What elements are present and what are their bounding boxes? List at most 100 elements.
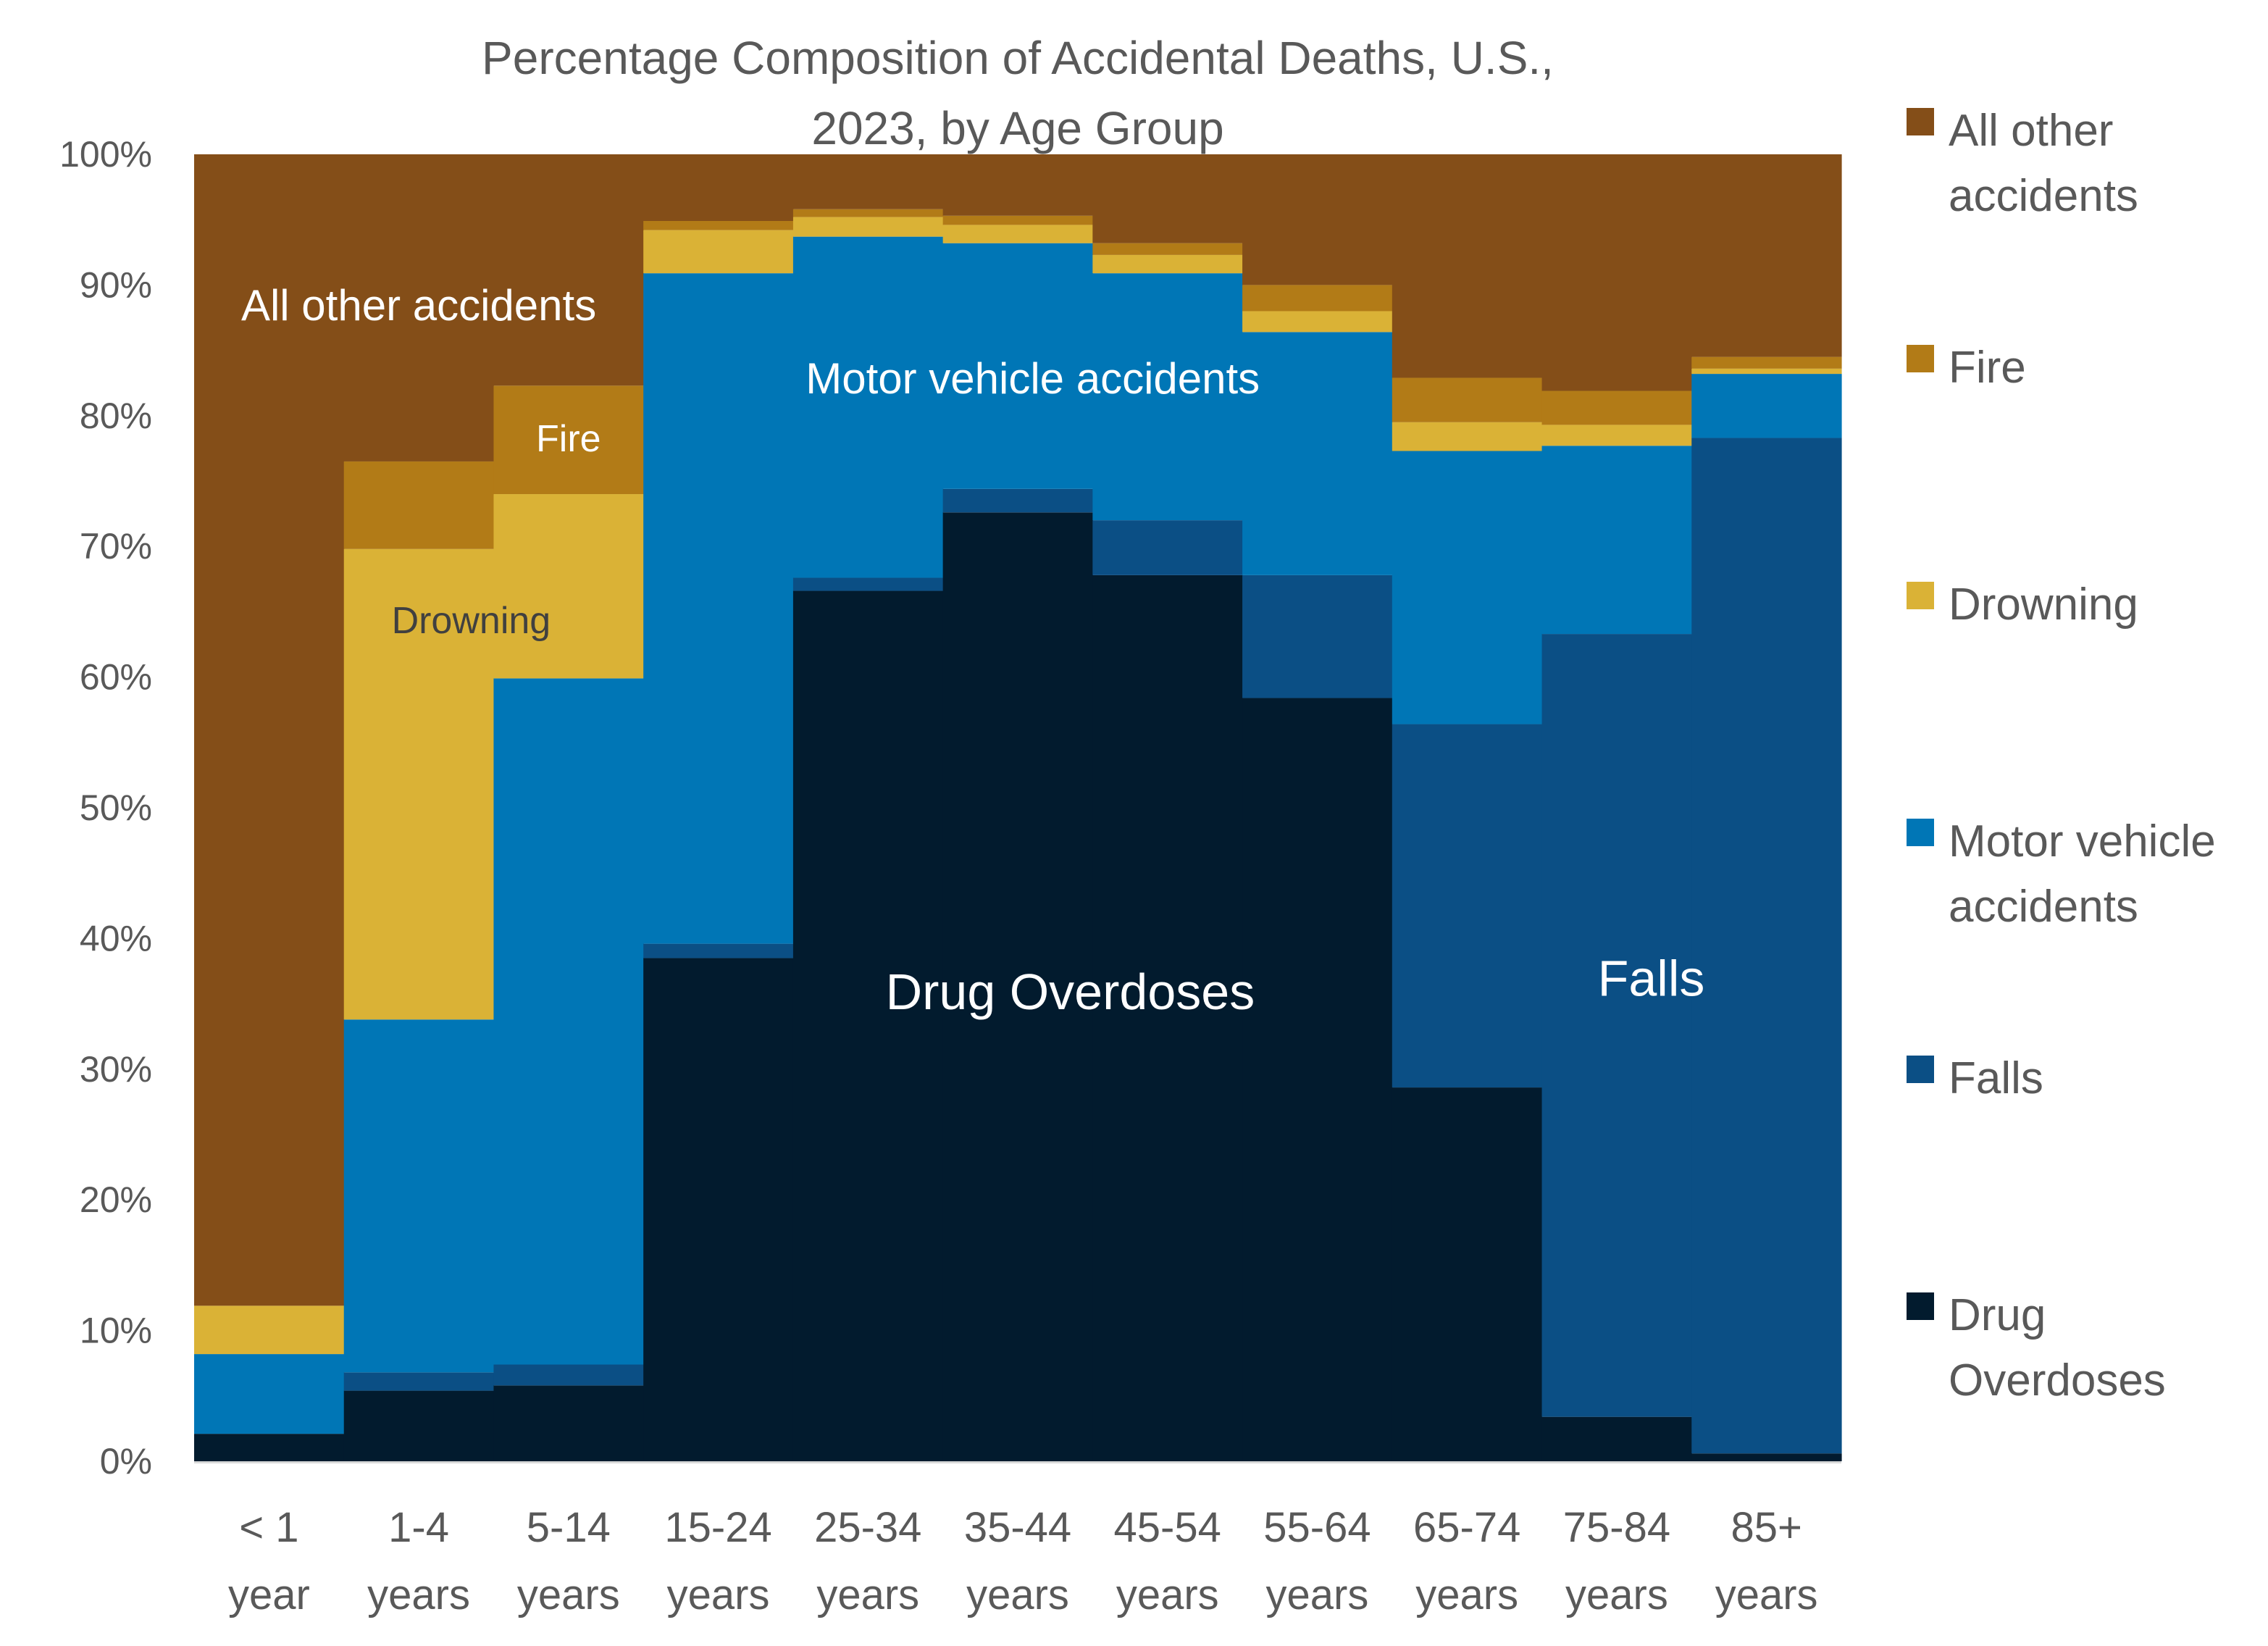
bar-segment-fire-35-44-years [942,215,1093,225]
bar-segment-falls-1-4-years [343,1372,495,1391]
y-tick-label: 80% [80,396,152,436]
x-tick-label: 35-44 [964,1504,1071,1551]
bar-segment-falls-5-14-years [493,1364,644,1386]
y-tick-label: 10% [80,1311,152,1351]
bar-segment-motor-vehicle-accidents-5-14-years [493,678,644,1365]
legend-label: accidents [1949,882,2138,932]
bar-segment-falls-35-44-years [942,488,1093,513]
y-tick-label: 30% [80,1049,152,1090]
bar-segment-all-other-accidents-35-44-years [942,154,1093,216]
legend-swatch [1907,1292,1934,1320]
legend: All other accidents Fire Drowning Motor vehi… [1907,106,2216,1405]
bar-segment-all-other-accidents-85-years [1691,154,1842,357]
bar-segment-drug-overdoses-75-84-years [1541,1416,1692,1461]
bar-segment-all-other-accidents-55-64-years [1242,154,1393,285]
chart-title-line: Percentage Composition of Accidental Dea… [482,32,1554,84]
legend-item-drug-overdoses: Drug Overdoses [1907,1290,2166,1405]
chart-title: Percentage Composition of Accidental Dea… [482,32,1554,154]
bar-segment-fire-5-14-years [493,385,644,495]
bar-segment-drowning-25-34-years [792,217,944,237]
bar-segment-falls-55-64-years [1242,575,1393,698]
bar-segment-all-other-accidents-65-74-years [1392,154,1543,378]
bar-segment-motor-vehicle-accidents-1-4-years [343,1019,495,1373]
x-tick-label: 5-14 [527,1504,611,1551]
x-tick-label: years [667,1571,770,1618]
bar-segment-fire-15-24-years [643,221,794,230]
x-tick-label: 25-34 [814,1504,921,1551]
bar-segment-drug-overdoses-1-year [194,1434,345,1461]
x-tick-label: 1-4 [388,1504,449,1551]
bar-segment-drug-overdoses-55-64-years [1242,698,1393,1462]
bar-segment-all-other-accidents-5-14-years [493,154,644,386]
bar-segment-falls-45-54-years [1092,520,1243,575]
annotations: All other accidents Fire Drowning Motor veh… [241,281,1704,1020]
bar-segment-motor-vehicle-accidents-65-74-years [1392,451,1543,724]
legend-swatch [1907,345,1934,372]
bar-segment-drowning-5-14-years [493,494,644,679]
legend-label: accidents [1949,171,2138,221]
y-tick-label: 20% [80,1179,152,1220]
legend-label: Drowning [1949,580,2138,630]
x-tick-label: year [228,1571,310,1618]
bar-segment-drowning-85-years [1691,368,1842,375]
bar-segment-all-other-accidents-25-34-years [792,154,944,209]
legend-item-all-other-accidents: All other accidents [1907,106,2138,221]
legend-label: Falls [1949,1053,2043,1103]
legend-swatch [1907,1056,1934,1083]
legend-item-drowning: Drowning [1907,580,2138,630]
annotation-all-other-accidents: All other accidents [241,281,596,330]
chart-title-line: 2023, by Age Group [811,102,1223,154]
legend-label: Motor vehicle [1949,816,2216,866]
bar-segment-motor-vehicle-accidents-35-44-years [942,243,1093,489]
y-tick-label: 100% [59,134,152,175]
bar-segment-drowning-1-4-years [343,548,495,1020]
bar-segment-drug-overdoses-35-44-years [942,512,1093,1461]
bar-segment-falls-85-years [1691,438,1842,1454]
annotation-fire: Fire [536,418,601,460]
x-tick-label: years [517,1571,620,1618]
x-tick-label: years [1715,1571,1818,1618]
x-tick-label: years [966,1571,1069,1618]
y-tick-label: 90% [80,264,152,305]
legend-item-falls: Falls [1907,1053,2043,1103]
annotation-motor-vehicle-accidents: Motor vehicle accidents [805,354,1260,403]
bar-segment-drowning-55-64-years [1242,311,1393,333]
x-tick-label: years [816,1571,919,1618]
bar-segment-motor-vehicle-accidents-25-34-years [792,236,944,578]
bar-segment-fire-75-84-years [1541,390,1692,425]
y-tick-label: 60% [80,657,152,698]
bar-segment-drowning-45-54-years [1092,254,1243,274]
bar-segment-drug-overdoses-15-24-years [643,958,794,1461]
bar-segment-fire-25-34-years [792,209,944,217]
y-tick-label: 70% [80,526,152,567]
x-tick-label: 75-84 [1563,1504,1670,1551]
bar-segment-fire-55-64-years [1242,285,1393,312]
y-tick-label: 0% [100,1441,152,1482]
x-tick-label: 15-24 [664,1504,771,1551]
bar-segment-drug-overdoses-85-years [1691,1453,1842,1461]
axes: 0% 10% 20% 30% 40% 50% 60% 70% 80% 90% 100% < 1 year… [59,134,1841,1618]
bar-segment-drug-overdoses-5-14-years [493,1385,644,1461]
bar-segment-all-other-accidents-75-84-years [1541,154,1692,391]
legend-label: All other [1949,106,2113,156]
legend-item-fire: Fire [1907,343,2026,393]
bar-segment-drug-overdoses-45-54-years [1092,575,1243,1461]
bar-segment-drowning-35-44-years [942,225,1093,243]
legend-label: Overdoses [1949,1355,2166,1405]
bar-segment-all-other-accidents-1-year [194,154,345,1306]
bar-segment-falls-15-24-years [643,943,794,958]
bar-segment-all-other-accidents-45-54-years [1092,154,1243,243]
legend-swatch [1907,582,1934,609]
bar-segment-drug-overdoses-1-4-years [343,1390,495,1461]
x-tick-label: years [1415,1571,1518,1618]
x-tick-label: years [1116,1571,1219,1618]
annotation-drowning: Drowning [392,600,551,642]
annotation-falls: Falls [1598,951,1705,1007]
y-tick-label: 40% [80,918,152,958]
bar-segment-motor-vehicle-accidents-85-years [1691,374,1842,438]
bar-segment-drowning-65-74-years [1392,422,1543,451]
annotation-drug-overdoses: Drug Overdoses [886,964,1255,1020]
bar-segment-falls-65-74-years [1392,724,1543,1088]
bar-segment-motor-vehicle-accidents-55-64-years [1242,332,1393,575]
